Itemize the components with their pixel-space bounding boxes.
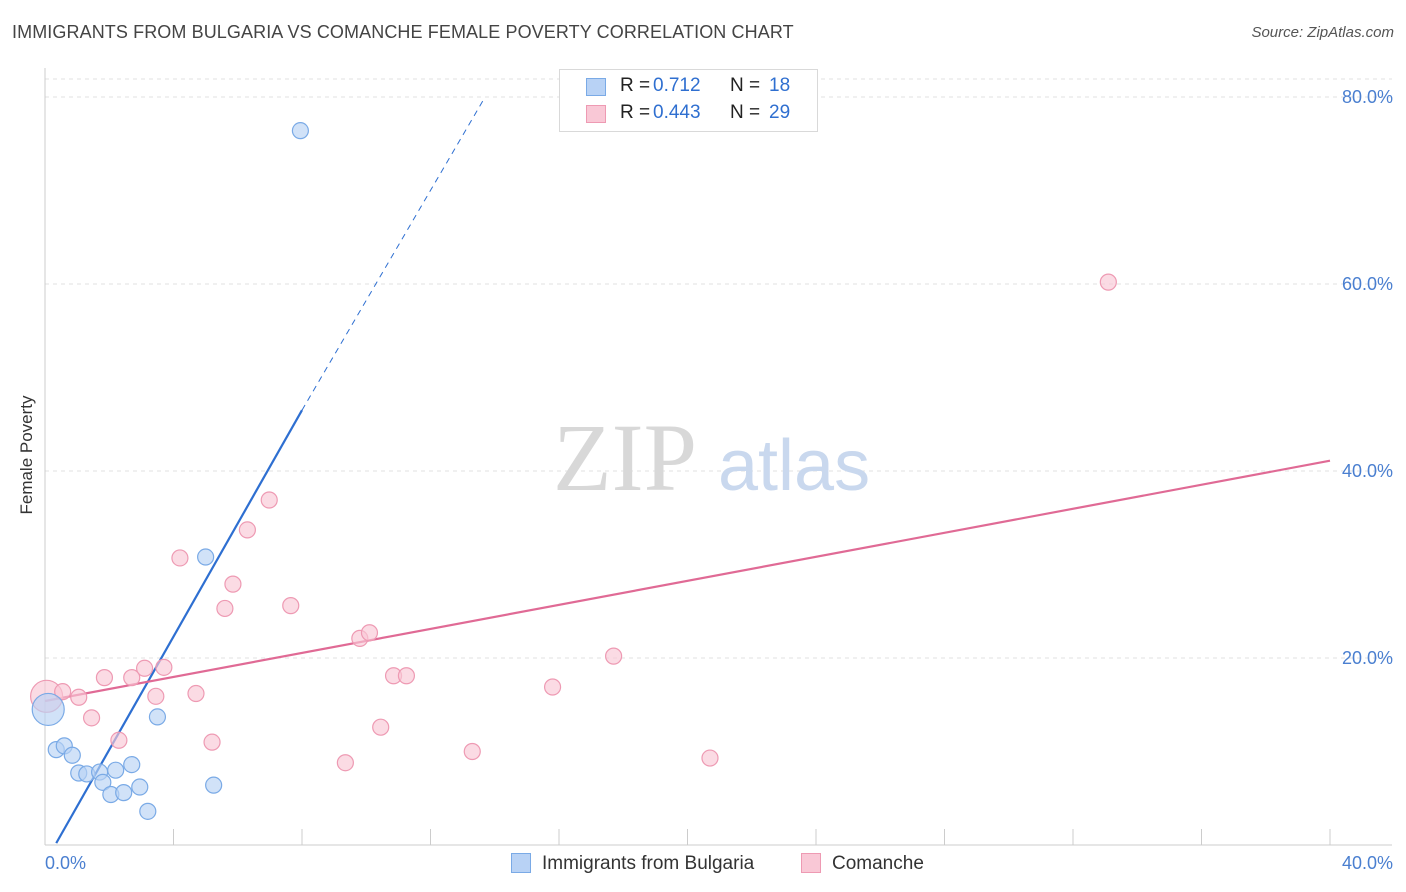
- bulgaria-point: [31, 692, 65, 727]
- comanche-point: [95, 669, 114, 687]
- correlation-legend: R = 0.712 N = 18 R = 0.443 N = 29: [559, 69, 818, 132]
- bulgaria-point: [115, 784, 133, 802]
- comanche-point: [155, 658, 173, 676]
- bulgaria-point: [148, 708, 167, 726]
- y-tick-label: 60.0%: [1342, 274, 1393, 294]
- chart-title: IMMIGRANTS FROM BULGARIA VS COMANCHE FEM…: [12, 22, 794, 42]
- comanche-point: [224, 575, 242, 593]
- point-layer: [30, 122, 1117, 820]
- bulgaria-point: [131, 778, 149, 796]
- y-tick-label: 20.0%: [1342, 648, 1393, 668]
- comanche-point: [216, 599, 234, 618]
- bulgaria-legend-swatch: [511, 853, 531, 873]
- comanche-point: [336, 754, 354, 772]
- x-tick-label-min: 0.0%: [45, 853, 86, 873]
- legend-n-label: N =: [730, 75, 761, 96]
- comanche-point: [54, 683, 72, 701]
- bulgaria-legend-label: Immigrants from Bulgaria: [542, 853, 755, 874]
- bulgaria-swatch: [586, 78, 606, 96]
- bulgaria-point: [107, 761, 125, 779]
- comanche-legend-swatch: [801, 853, 821, 873]
- comanche-point: [187, 684, 205, 703]
- watermark-zip: ZIP: [553, 404, 697, 511]
- legend-r-label: R =: [620, 102, 651, 123]
- legend-r-value: 0.443: [653, 102, 701, 123]
- comanche-point: [260, 491, 278, 509]
- bulgaria-point: [63, 746, 81, 764]
- comanche-point: [1099, 273, 1117, 291]
- bulgaria-point: [123, 755, 141, 774]
- bulgaria-point: [94, 773, 112, 791]
- legend-n-value: 18: [769, 75, 791, 96]
- y-tick-label: 40.0%: [1342, 461, 1393, 481]
- bulgaria-point: [139, 802, 157, 820]
- comanche-point: [372, 718, 390, 736]
- comanche-point: [360, 624, 379, 642]
- comanche-swatch: [586, 105, 606, 123]
- legend-r-value: 0.712: [653, 75, 701, 96]
- comanche-point: [701, 749, 719, 767]
- watermark-atlas: atlas: [718, 426, 870, 506]
- comanche-point: [282, 597, 300, 615]
- comanche-point: [123, 669, 141, 687]
- legend-r-label: R =: [620, 75, 651, 96]
- legend-n-label: N =: [730, 102, 761, 123]
- comanche-legend-label: Comanche: [832, 853, 924, 874]
- source-label: Source: ZipAtlas.com: [1251, 24, 1394, 41]
- comanche-point: [543, 678, 562, 696]
- comanche-point: [238, 521, 256, 539]
- bulgaria-point: [197, 548, 215, 566]
- bulgaria-trendline-extension: [301, 96, 486, 411]
- comanche-point: [147, 687, 165, 705]
- comanche-point: [70, 688, 88, 706]
- comanche-point: [110, 731, 128, 749]
- legend-n-value: 29: [769, 102, 791, 123]
- bulgaria-point: [205, 776, 223, 794]
- comanche-point: [463, 742, 481, 761]
- grid-layer: [45, 78, 1392, 659]
- comanche-point: [82, 709, 101, 727]
- comanche-point: [171, 549, 189, 567]
- y-tick-label: 80.0%: [1342, 87, 1393, 107]
- comanche-point: [203, 733, 221, 751]
- bulgaria-point: [291, 122, 309, 140]
- comanche-trendline: [44, 459, 1331, 703]
- comanche-point: [397, 667, 416, 685]
- comanche-point: [135, 659, 154, 677]
- tick-label-layer: 20.0% 40.0% 60.0% 80.0% 0.0% 40.0%: [45, 87, 1393, 873]
- x-tick-label-max: 40.0%: [1342, 853, 1393, 873]
- watermark: ZIP atlas: [553, 404, 870, 511]
- comanche-point: [605, 647, 623, 665]
